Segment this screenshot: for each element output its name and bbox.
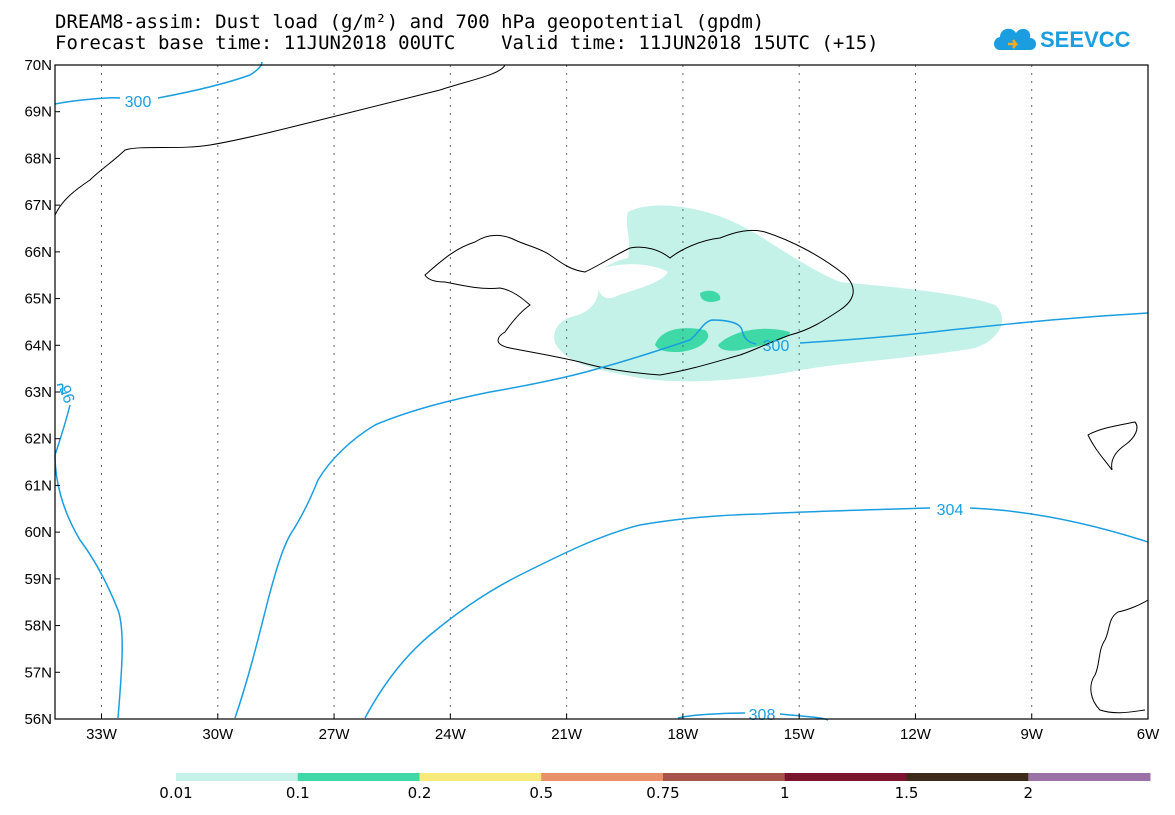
coastline-faroe xyxy=(1087,421,1138,471)
lon-label: 27W xyxy=(319,726,351,743)
map-title-line1: DREAM8-assim: Dust load (g/m²) and 700 h… xyxy=(55,11,765,33)
contour-296 xyxy=(54,383,71,456)
colorbar-label: 1 xyxy=(779,784,790,802)
lat-label: 69N xyxy=(24,104,52,121)
colorbar-swatch xyxy=(419,773,542,781)
colorbar-swatch xyxy=(541,773,664,781)
colorbar-swatch xyxy=(784,773,907,781)
cloud-logo-icon xyxy=(994,28,1036,50)
lon-label: 18W xyxy=(667,726,699,743)
coastline-scotland xyxy=(1090,599,1149,714)
lat-label: 65N xyxy=(24,291,52,308)
lat-label: 61N xyxy=(24,477,52,494)
lon-label: 24W xyxy=(435,726,467,743)
lon-label: 12W xyxy=(900,726,932,743)
colorbar-swatch xyxy=(906,773,1029,781)
lat-label: 66N xyxy=(24,244,52,261)
lat-label: 70N xyxy=(24,57,52,74)
lat-label: 64N xyxy=(24,337,52,354)
contour-label: 96 xyxy=(55,383,77,406)
lat-label: 56N xyxy=(24,711,52,728)
contour-300-north xyxy=(54,61,263,105)
colorbar-swatch xyxy=(1028,773,1151,781)
lat-lon-grid xyxy=(101,65,1033,719)
lon-label: 33W xyxy=(86,726,118,743)
lon-label: 9W xyxy=(1020,726,1043,743)
colorbar-label: 0.01 xyxy=(159,784,193,802)
seevccc-logo: SEEVCCC xyxy=(994,27,1130,52)
colorbar-label: 1.5 xyxy=(894,784,919,802)
colorbar-label: 0.5 xyxy=(529,784,554,802)
lon-label: 6W xyxy=(1137,726,1160,743)
lon-label: 15W xyxy=(784,726,816,743)
lat-label: 60N xyxy=(24,524,52,541)
lon-label: 21W xyxy=(551,726,583,743)
contour-304 xyxy=(364,507,1149,719)
map-title-line2: Forecast base time: 11JUN2018 00UTC Vali… xyxy=(55,32,879,54)
longitude-labels: 33W 30W 27W 24W 21W 18W 15W 12W 9W 6W xyxy=(86,714,1160,743)
colorbar-label: 2 xyxy=(1023,784,1034,802)
colorbar-label: 0.75 xyxy=(646,784,680,802)
lat-label: 59N xyxy=(24,571,52,588)
dust-area-white-gap xyxy=(597,264,668,299)
logo-text: SEEVCCC xyxy=(1040,27,1130,52)
lat-label: 57N xyxy=(24,664,52,681)
contour-label: 300 xyxy=(763,338,790,355)
lat-label: 58N xyxy=(24,618,52,635)
contour-300-main xyxy=(234,312,1149,719)
dust-area-medium-3 xyxy=(718,328,790,351)
contour-label: 308 xyxy=(749,707,776,724)
lon-label: 30W xyxy=(202,726,234,743)
contour-western xyxy=(54,454,123,719)
coastline-iceland xyxy=(424,229,854,376)
colorbar-swatch xyxy=(663,773,786,781)
lat-label: 62N xyxy=(24,431,52,448)
colorbar-swatch xyxy=(176,773,299,781)
dust-area-medium-2 xyxy=(655,328,709,352)
dust-shading xyxy=(554,205,1003,382)
contour-label-layer: 300 300 96 304 308 xyxy=(55,94,963,724)
dust-area-medium-1 xyxy=(700,290,721,302)
coastline-greenland xyxy=(54,64,506,216)
latitude-labels: 70N 69N 68N 67N 66N 65N 64N 63N 62N 61N 60N 59N 58N 5… xyxy=(24,57,60,728)
colorbar-label: 0.2 xyxy=(407,784,432,802)
map-frame xyxy=(54,64,1149,720)
lat-label: 68N xyxy=(24,150,52,167)
colorbar-label: 0.1 xyxy=(285,784,310,802)
colorbar-swatch xyxy=(297,773,420,781)
contour-label: 304 xyxy=(937,502,964,519)
contour-label: 300 xyxy=(125,94,152,111)
geopotential-contours xyxy=(54,61,1149,721)
coastlines xyxy=(54,64,1149,714)
colorbar xyxy=(176,773,1151,781)
lat-label: 63N xyxy=(24,384,52,401)
lat-label: 67N xyxy=(24,197,52,214)
